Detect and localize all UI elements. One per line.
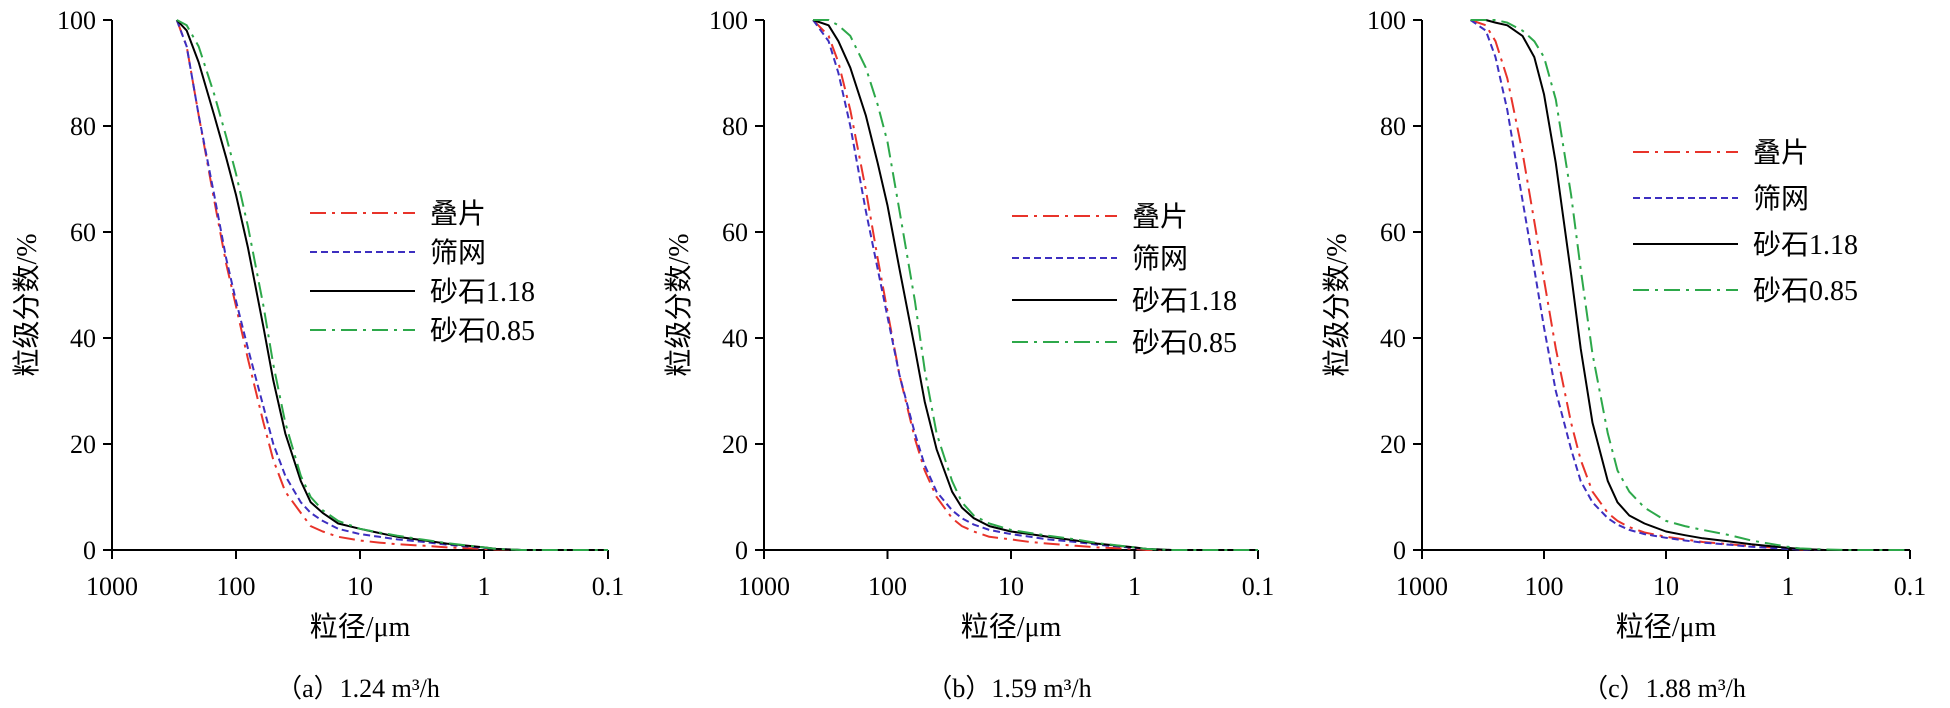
series-line-2 bbox=[812, 19, 1258, 551]
y-tick-label: 100 bbox=[1367, 6, 1406, 35]
y-tick-label: 100 bbox=[57, 6, 96, 35]
y-axis-title: 粒级分数/% bbox=[1321, 233, 1353, 376]
chart-panel-a: 0 20 40 60 80 100 1000 100 10 1 0.1 粒径/μm 粒级分数/% 叠片筛网… bbox=[11, 6, 624, 703]
panel-caption: （a）1.24 m³/h bbox=[276, 674, 440, 703]
x-tick-label: 0.1 bbox=[592, 572, 625, 601]
x-tick-label: 1000 bbox=[1396, 572, 1448, 601]
legend-label: 砂石0.85 bbox=[1132, 327, 1237, 359]
y-tick-label: 60 bbox=[722, 218, 748, 247]
series-line-3 bbox=[176, 19, 608, 551]
panel-caption: （b）1.59 m³/h bbox=[926, 674, 1091, 703]
x-tick-label: 1 bbox=[1782, 572, 1795, 601]
x-tick-label: 0.1 bbox=[1242, 572, 1275, 601]
chart-panel-b: 0 20 40 60 80 100 1000 100 10 1 0.1 粒径/μm 粒级分数/% 叠片筛网… bbox=[663, 6, 1274, 703]
series-line-4 bbox=[1470, 19, 1910, 551]
legend-label: 砂石1.18 bbox=[430, 276, 535, 308]
x-tick-label: 10 bbox=[1653, 572, 1679, 601]
y-tick-label: 100 bbox=[709, 6, 748, 35]
y-tick-label: 40 bbox=[722, 324, 748, 353]
x-axis-title: 粒径/μm bbox=[961, 611, 1062, 643]
x-tick-label: 1 bbox=[1128, 572, 1141, 601]
y-tick-label: 60 bbox=[70, 218, 96, 247]
series-line-1 bbox=[1470, 19, 1910, 551]
series-line-4 bbox=[176, 19, 608, 551]
series-line-4 bbox=[813, 19, 1258, 551]
x-axis-title: 粒径/μm bbox=[1616, 611, 1717, 643]
y-tick-label: 20 bbox=[70, 430, 96, 459]
x-tick-label: 10 bbox=[347, 572, 373, 601]
y-tick-label: 40 bbox=[70, 324, 96, 353]
x-tick-label: 1000 bbox=[738, 572, 790, 601]
legend-label: 筛网 bbox=[1132, 243, 1188, 275]
series-line-3 bbox=[1470, 19, 1910, 551]
x-tick-label: 10 bbox=[998, 572, 1024, 601]
y-tick-label: 0 bbox=[735, 536, 748, 565]
series-line-3 bbox=[812, 19, 1258, 551]
x-tick-label: 100 bbox=[1525, 572, 1564, 601]
y-tick-label: 80 bbox=[70, 112, 96, 141]
x-tick-label: 100 bbox=[217, 572, 256, 601]
y-axis-title: 粒级分数/% bbox=[11, 233, 43, 376]
series-line-2 bbox=[175, 19, 608, 551]
x-axis-title: 粒径/μm bbox=[310, 611, 411, 643]
y-tick-label: 0 bbox=[83, 536, 96, 565]
chart-panel-c: 0 20 40 60 80 100 1000 100 10 1 0.1 粒径/μm 粒级分数/% 叠片筛网… bbox=[1321, 6, 1926, 703]
legend-label: 叠片 bbox=[1753, 137, 1809, 169]
series-line-1 bbox=[812, 19, 1258, 551]
y-tick-label: 0 bbox=[1393, 536, 1406, 565]
x-tick-label: 1 bbox=[478, 572, 491, 601]
panel-caption: （c）1.88 m³/h bbox=[1582, 674, 1746, 703]
legend-label: 砂石1.18 bbox=[1132, 285, 1237, 317]
x-tick-label: 1000 bbox=[86, 572, 138, 601]
legend-label: 筛网 bbox=[1753, 183, 1809, 215]
y-axis-title: 粒级分数/% bbox=[663, 233, 695, 376]
legend-label: 叠片 bbox=[430, 198, 486, 230]
legend-label: 砂石0.85 bbox=[430, 315, 535, 347]
y-tick-label: 20 bbox=[1380, 430, 1406, 459]
series-line-1 bbox=[175, 19, 608, 551]
x-tick-label: 100 bbox=[868, 572, 907, 601]
legend-label: 筛网 bbox=[430, 237, 486, 269]
y-tick-label: 60 bbox=[1380, 218, 1406, 247]
y-tick-label: 80 bbox=[1380, 112, 1406, 141]
legend-label: 砂石0.85 bbox=[1753, 275, 1858, 307]
legend-label: 砂石1.18 bbox=[1753, 229, 1858, 261]
x-tick-label: 0.1 bbox=[1894, 572, 1927, 601]
y-tick-label: 80 bbox=[722, 112, 748, 141]
y-tick-label: 40 bbox=[1380, 324, 1406, 353]
y-tick-label: 20 bbox=[722, 430, 748, 459]
legend-label: 叠片 bbox=[1132, 201, 1188, 233]
